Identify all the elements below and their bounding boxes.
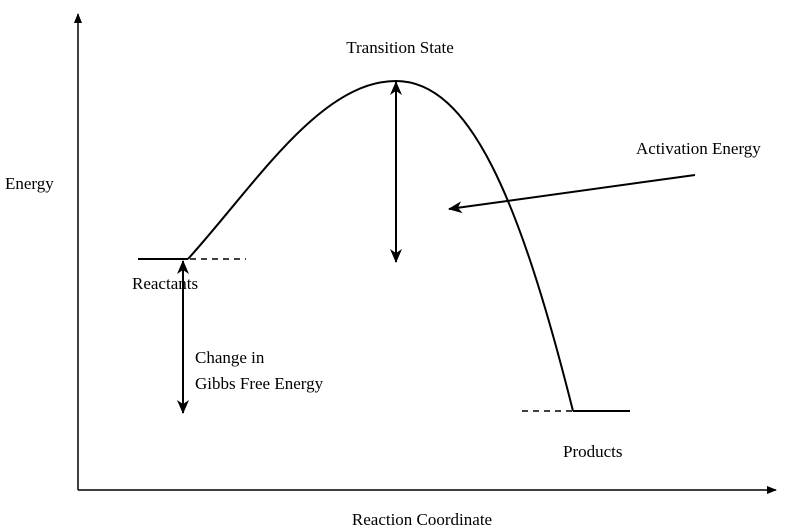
x-axis-label: Reaction Coordinate [352,510,492,529]
activation-energy-label: Activation Energy [636,139,761,158]
y-axis-label: Energy [5,174,54,193]
products-label: Products [563,442,623,461]
activation-label-pointer-arrow [448,174,696,214]
transition-state-label: Transition State [346,38,454,57]
reactants-label: Reactants [132,274,198,293]
gibbs-label-line1: Change in [195,348,265,367]
gibbs-label-line2: Gibbs Free Energy [195,374,324,393]
